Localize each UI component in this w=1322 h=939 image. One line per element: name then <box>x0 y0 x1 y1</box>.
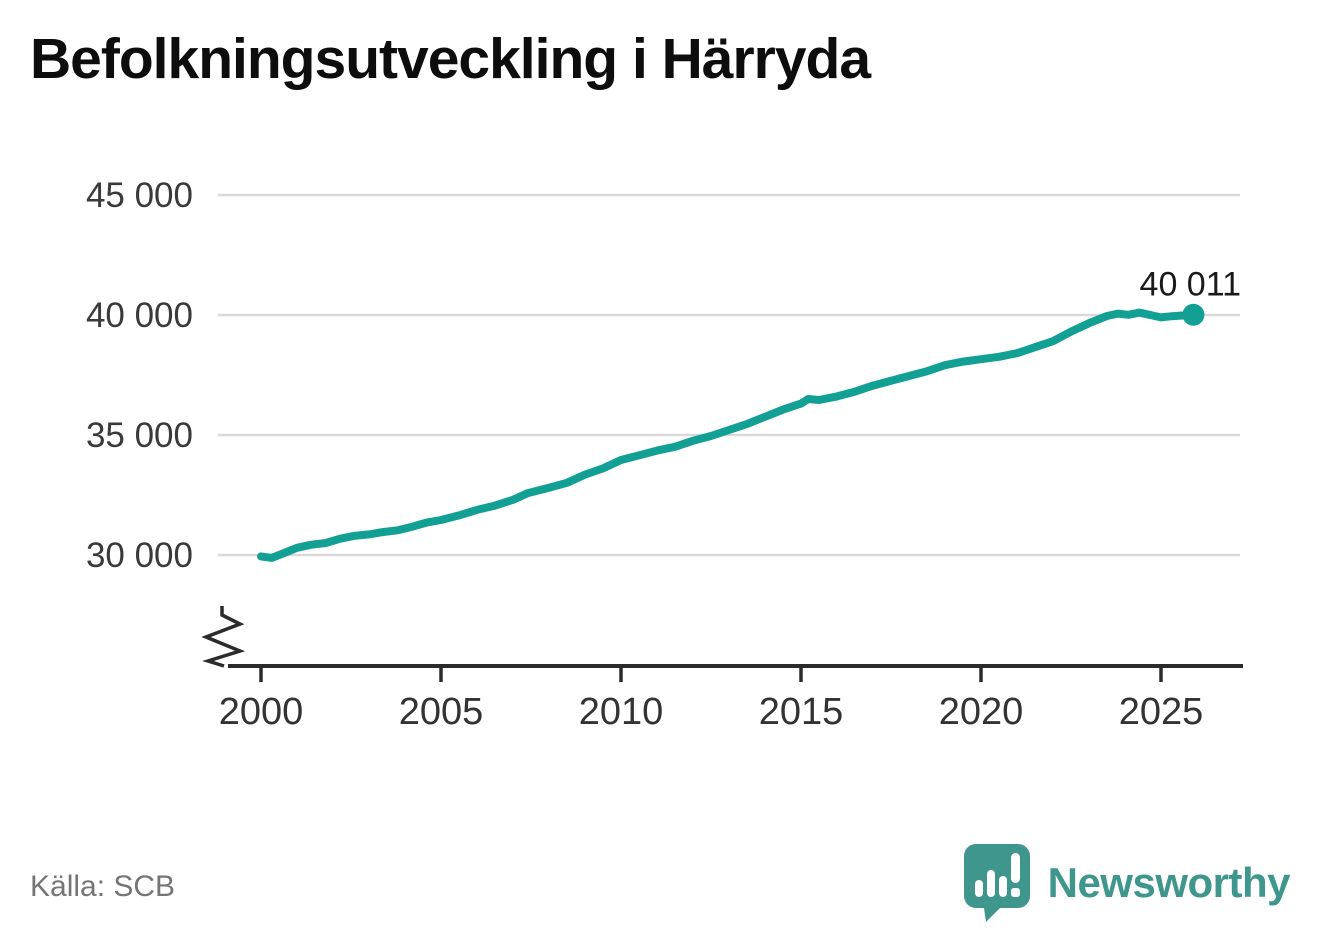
x-tick-label-2025: 2025 <box>1119 691 1204 733</box>
x-axis-group: 2000 2005 2010 2015 2020 2025 <box>201 606 1243 733</box>
y-axis-labels-group: 30 000 35 000 40 000 45 000 <box>86 176 193 575</box>
brand-name: Newsworthy <box>1047 859 1291 906</box>
x-tick-label-2005: 2005 <box>399 691 484 733</box>
y-axis-break-icon <box>201 606 246 668</box>
y-tick-label-40000: 40 000 <box>86 296 193 335</box>
logo-bar-1 <box>974 880 983 897</box>
x-tick-label-2010: 2010 <box>579 691 664 733</box>
data-series-group: 40 011 <box>257 266 1241 562</box>
y-tick-label-30000: 30 000 <box>86 536 193 575</box>
latest-value-label: 40 011 <box>1140 266 1241 304</box>
logo-exclamation-dot <box>1010 888 1020 897</box>
x-tick-label-2015: 2015 <box>759 691 844 733</box>
y-tick-label-45000: 45 000 <box>86 176 193 215</box>
brand-lockup: Newsworthy <box>962 842 1291 924</box>
chart-title: Befolkningsutveckling i Härryda <box>30 27 871 91</box>
logo-bar-3 <box>998 876 1007 897</box>
logo-bar-2 <box>986 870 995 897</box>
y-tick-label-35000: 35 000 <box>86 416 193 455</box>
population-trend-line <box>257 308 1198 562</box>
logo-exclamation-stem <box>1010 853 1020 883</box>
x-tick-label-2000: 2000 <box>219 691 304 733</box>
gridlines-group <box>218 193 1240 557</box>
logo-bubble-shape <box>963 844 1030 922</box>
x-tick-label-2020: 2020 <box>939 691 1024 733</box>
source-note: Källa: SCB <box>30 870 176 903</box>
newsworthy-logo-icon <box>963 844 1030 922</box>
latest-value-marker <box>1182 303 1205 326</box>
